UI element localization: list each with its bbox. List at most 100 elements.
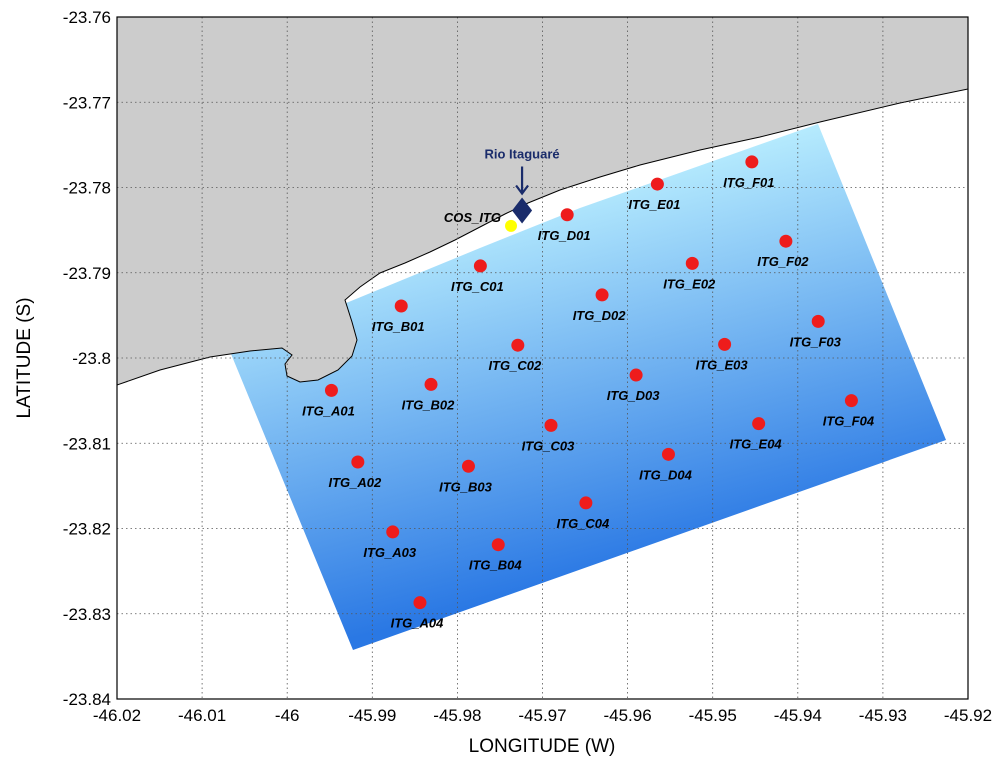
station: ITG_E02 — [663, 256, 716, 291]
station-marker — [844, 394, 858, 408]
station-label: ITG_B01 — [372, 319, 425, 334]
station-marker — [745, 155, 759, 169]
y-tick-label: -23.84 — [63, 690, 111, 709]
station: ITG_E01 — [628, 177, 680, 212]
station: ITG_C02 — [488, 338, 542, 373]
station-marker — [413, 596, 427, 610]
station: ITG_D04 — [639, 447, 693, 482]
river-diamond-icon — [512, 197, 533, 224]
station-marker — [424, 377, 438, 391]
x-tick-label: -45.93 — [859, 706, 907, 725]
station: ITG_E03 — [696, 337, 749, 372]
station-label: ITG_B04 — [469, 558, 523, 573]
station-marker — [661, 447, 675, 461]
x-tick-labels: -46.02 -46.01 -46 -45.99 -45.98 -45.97 -45.96 -… — [93, 706, 992, 725]
x-tick-label: -45.97 — [518, 706, 566, 725]
station-marker — [685, 256, 699, 270]
station-marker — [629, 368, 643, 382]
station-label: ITG_E04 — [730, 437, 783, 452]
station-marker — [811, 314, 825, 328]
station: ITG_F03 — [790, 314, 842, 349]
y-tick-label: -23.79 — [63, 264, 111, 283]
y-tick-label: -23.78 — [63, 179, 111, 198]
y-tick-label: -23.82 — [63, 520, 111, 539]
station-marker — [579, 496, 593, 510]
station: ITG_B03 — [439, 459, 493, 494]
station-marker — [544, 418, 558, 432]
station-marker — [779, 234, 793, 248]
station-label: ITG_D04 — [639, 467, 693, 482]
x-tick-label: -45.98 — [433, 706, 481, 725]
station-marker — [650, 177, 664, 191]
station-label: ITG_A02 — [328, 475, 382, 490]
station: ITG_D02 — [573, 288, 627, 323]
station-label: ITG_C04 — [557, 516, 611, 531]
x-tick-label: -46.01 — [178, 706, 226, 725]
x-tick-label: -45.92 — [944, 706, 992, 725]
y-tick-label: -23.76 — [63, 8, 111, 27]
station-label: ITG_A04 — [391, 616, 445, 631]
station-label: ITG_F03 — [790, 334, 842, 349]
station-label: ITG_E02 — [663, 276, 716, 291]
station-markers: ITG_A01 ITG_A02 ITG_A03 ITG_A04 ITG_B01 ITG_B… — [302, 155, 875, 631]
station-marker — [752, 417, 766, 431]
x-tick-label: -45.95 — [689, 706, 737, 725]
station-marker — [560, 208, 574, 222]
x-tick-label: -46.02 — [93, 706, 141, 725]
y-tick-label: -23.8 — [72, 349, 111, 368]
station-label: ITG_C01 — [451, 279, 504, 294]
station: ITG_A03 — [363, 525, 417, 560]
axes-frame — [116, 16, 969, 700]
station: ITG_A02 — [328, 455, 382, 490]
station-marker — [386, 525, 400, 539]
station: ITG_E04 — [730, 417, 783, 452]
station-label: ITG_E03 — [696, 357, 749, 372]
grid-lines — [117, 17, 968, 699]
survey-area — [229, 124, 946, 650]
station: ITG_A04 — [391, 596, 445, 631]
station-marker — [718, 337, 732, 351]
station-marker — [351, 455, 365, 469]
station-label: ITG_D03 — [607, 388, 661, 403]
river-annotation: Rio Itaguaré — [485, 147, 560, 224]
x-tick-label: -45.96 — [603, 706, 651, 725]
station-marker — [394, 299, 408, 313]
station-label: ITG_A01 — [302, 403, 355, 418]
y-tick-label: -23.81 — [63, 434, 111, 453]
station: ITG_C04 — [557, 496, 611, 531]
station-label: ITG_D01 — [538, 228, 591, 243]
station-marker — [473, 259, 487, 273]
station: ITG_C03 — [522, 418, 575, 453]
x-tick-label: -46 — [275, 706, 300, 725]
station: ITG_F01 — [723, 155, 774, 190]
station: ITG_A01 — [302, 383, 355, 418]
station: ITG_B04 — [469, 538, 523, 573]
station-marker — [461, 459, 475, 473]
station-marker — [324, 383, 338, 397]
river-arrow-icon — [515, 166, 529, 196]
station: ITG_D03 — [607, 368, 661, 403]
y-axis-label: LATITUDE (S) — [14, 297, 35, 418]
station-label: ITG_F01 — [723, 175, 774, 190]
station-label: ITG_A03 — [363, 545, 417, 560]
x-tick-label: -45.99 — [348, 706, 396, 725]
y-tick-label: -23.83 — [63, 605, 111, 624]
reference-station-label: COS_ITG — [444, 210, 501, 225]
station-label: ITG_D02 — [573, 308, 627, 323]
station-label: ITG_B02 — [402, 397, 456, 412]
station: ITG_C01 — [451, 259, 504, 294]
station-marker — [491, 538, 505, 552]
station-label: ITG_F04 — [823, 414, 875, 429]
reference-station-marker — [505, 219, 518, 232]
station: ITG_F04 — [823, 394, 875, 429]
river-label: Rio Itaguaré — [485, 147, 560, 162]
y-tick-labels: -23.76 -23.77 -23.78 -23.79 -23.8 -23.81 -23.8… — [63, 8, 111, 709]
station: ITG_D01 — [538, 208, 591, 243]
station: ITG_F02 — [757, 234, 809, 269]
station: ITG_B02 — [402, 377, 456, 412]
station-marker — [595, 288, 609, 302]
station-label: ITG_F02 — [757, 254, 809, 269]
reference-station: COS_ITG — [444, 210, 518, 232]
y-tick-label: -23.77 — [63, 93, 111, 112]
